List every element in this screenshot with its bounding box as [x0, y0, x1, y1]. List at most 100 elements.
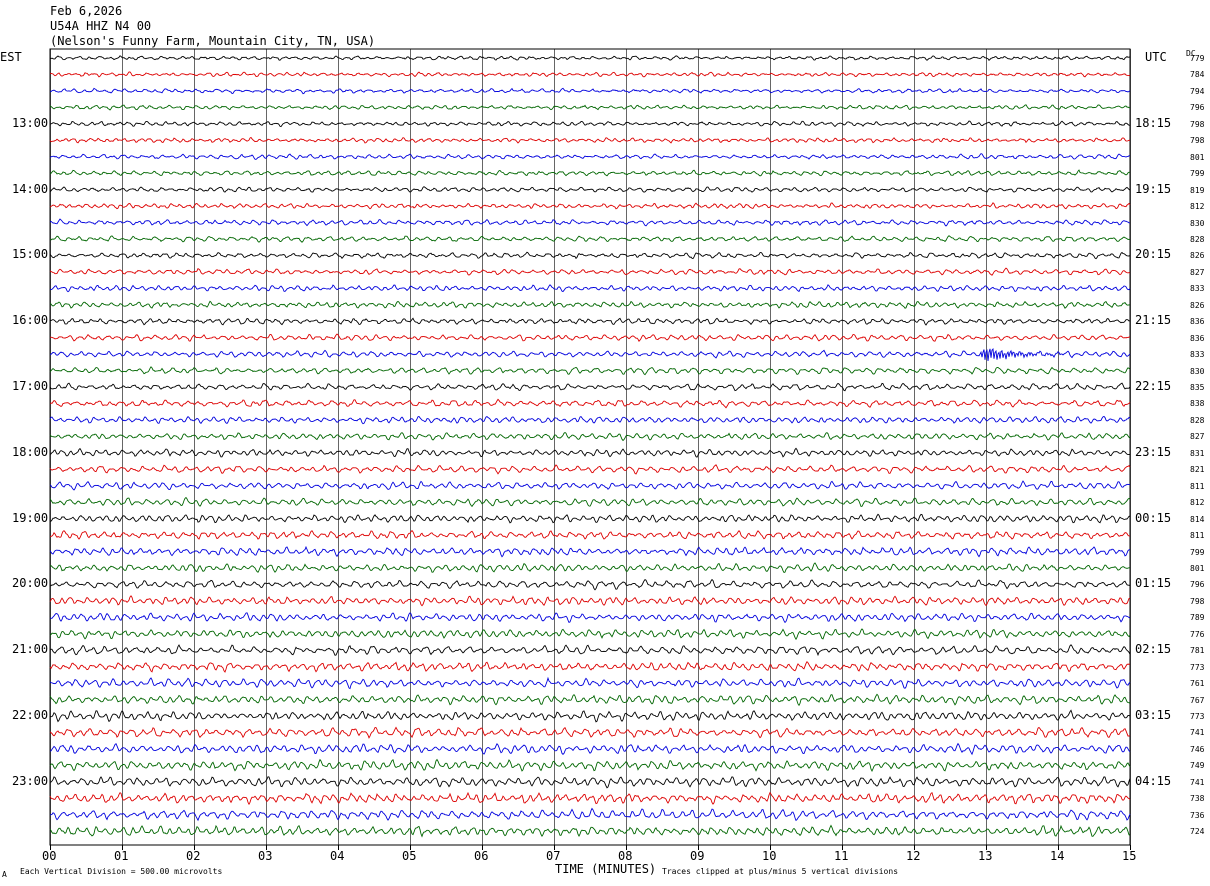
left-hour-label: 23:00 — [12, 773, 49, 788]
seismic-trace — [49, 104, 1131, 111]
seismic-trace — [49, 824, 1131, 838]
dc-offset-label: 799 — [1190, 547, 1205, 557]
dc-offset-label: 796 — [1190, 103, 1205, 113]
dc-offset-label: 838 — [1190, 399, 1205, 409]
dc-offset-label: 798 — [1190, 596, 1205, 606]
left-hour-label: 13:00 — [12, 115, 49, 130]
dc-offset-label: 835 — [1190, 383, 1205, 392]
seismic-trace — [49, 562, 1131, 573]
seismic-trace — [49, 513, 1131, 524]
plot-frame — [49, 48, 1131, 846]
seismic-trace — [49, 202, 1131, 210]
dc-offset-label: 811 — [1190, 531, 1205, 541]
seismic-trace — [49, 251, 1131, 260]
dc-offset-label: 798 — [1190, 119, 1205, 129]
dc-offset-label: 819 — [1190, 185, 1205, 195]
corner-mark: A — [2, 870, 7, 879]
dc-offset-label: 749 — [1190, 761, 1205, 771]
right-hour-label: 20:15 — [1135, 247, 1172, 262]
plot-date: Feb 6,2026 — [50, 4, 123, 18]
dc-offset-label: 796 — [1190, 580, 1205, 590]
right-hour-label: 04:15 — [1135, 773, 1172, 788]
station-code: U54A HHZ N4 00 — [50, 19, 152, 33]
seismic-trace — [49, 382, 1131, 392]
seismic-trace — [49, 347, 1131, 362]
seismic-trace — [49, 432, 1131, 442]
seismic-trace — [49, 333, 1131, 343]
seismic-trace — [49, 120, 1131, 128]
x-tick-label: 07 — [546, 849, 561, 863]
dc-offset-label: 812 — [1190, 498, 1205, 508]
seismic-trace — [49, 529, 1131, 540]
left-hour-label: 20:00 — [12, 576, 49, 591]
seismic-trace — [49, 545, 1131, 558]
seismic-trace — [49, 709, 1131, 723]
seismic-trace — [49, 366, 1131, 376]
x-axis-label: TIME (MINUTES) — [555, 862, 657, 876]
seismic-trace — [49, 644, 1131, 657]
x-tick-label: 05 — [402, 849, 417, 863]
x-tick-label: 09 — [690, 849, 705, 863]
left-hour-label: 22:00 — [12, 708, 49, 722]
seismic-trace — [49, 71, 1131, 78]
dc-offset-label: 812 — [1190, 202, 1205, 212]
seismic-trace — [49, 317, 1131, 326]
x-tick-label: 12 — [906, 849, 921, 863]
seismic-trace — [49, 758, 1131, 773]
seismic-trace — [49, 676, 1131, 690]
dc-offset-label: 761 — [1190, 679, 1205, 689]
seismic-trace — [49, 55, 1131, 61]
right-hour-label: 19:15 — [1135, 181, 1172, 196]
left-timezone-label: EST — [0, 50, 22, 64]
dc-offset-label: 799 — [1190, 169, 1205, 179]
seismic-trace — [49, 480, 1131, 491]
seismic-trace — [49, 742, 1131, 756]
dc-offset-label: 779 — [1190, 54, 1205, 63]
seismic-trace — [49, 464, 1131, 475]
dc-offset-label: 801 — [1190, 152, 1205, 162]
seismic-trace — [49, 693, 1131, 707]
scale-note: Each Vertical Division = 500.00 microvol… — [20, 867, 223, 876]
dc-offset-label: 830 — [1190, 366, 1205, 376]
dc-offset-label: 833 — [1190, 284, 1205, 294]
dc-offset-label: 789 — [1190, 613, 1205, 623]
dc-offset-label: 794 — [1190, 86, 1205, 96]
x-tick-label: 14 — [1050, 849, 1065, 863]
seismic-trace — [49, 398, 1131, 409]
x-tick-label: 06 — [474, 849, 489, 863]
x-tick-label: 10 — [762, 849, 777, 863]
right-hour-label: 18:15 — [1135, 115, 1172, 130]
x-tick-label: 04 — [330, 849, 345, 863]
dc-offset-label: 784 — [1190, 70, 1205, 80]
dc-offset-label: 767 — [1190, 695, 1205, 705]
dc-offset-label: 836 — [1190, 333, 1205, 343]
x-tick-label: 03 — [258, 849, 273, 863]
seismic-trace — [49, 415, 1131, 425]
right-hour-label: 00:15 — [1135, 510, 1172, 525]
seismic-trace — [49, 136, 1131, 144]
dc-offset-label: 741 — [1190, 728, 1205, 738]
dc-offset-label: 826 — [1190, 251, 1205, 261]
dc-offset-label: 798 — [1190, 136, 1205, 146]
seismic-trace — [49, 235, 1131, 243]
seismic-trace — [49, 153, 1131, 160]
dc-offset-label: 833 — [1190, 350, 1205, 360]
seismic-trace — [49, 284, 1131, 293]
right-timezone-label: UTC — [1145, 50, 1167, 64]
right-hour-label: 22:15 — [1135, 379, 1172, 393]
x-tick-label: 08 — [618, 849, 633, 863]
x-tick-label: 00 — [42, 849, 57, 863]
right-hour-label: 03:15 — [1135, 708, 1172, 722]
seismic-trace — [49, 791, 1131, 806]
seismic-trace — [49, 300, 1131, 309]
dc-offset-label: 811 — [1190, 481, 1205, 491]
dc-offset-label: 828 — [1190, 234, 1205, 244]
dc-offset-label: 827 — [1190, 432, 1205, 442]
station-location: (Nelson's Funny Farm, Mountain City, TN,… — [50, 34, 376, 48]
dc-offset-label: 827 — [1190, 267, 1205, 277]
dc-offset-label: 724 — [1190, 827, 1205, 837]
dc-offset-label: 831 — [1190, 448, 1205, 458]
right-hour-label: 01:15 — [1135, 576, 1172, 591]
left-hour-label: 14:00 — [12, 181, 49, 196]
dc-offset-label: 828 — [1190, 415, 1205, 425]
